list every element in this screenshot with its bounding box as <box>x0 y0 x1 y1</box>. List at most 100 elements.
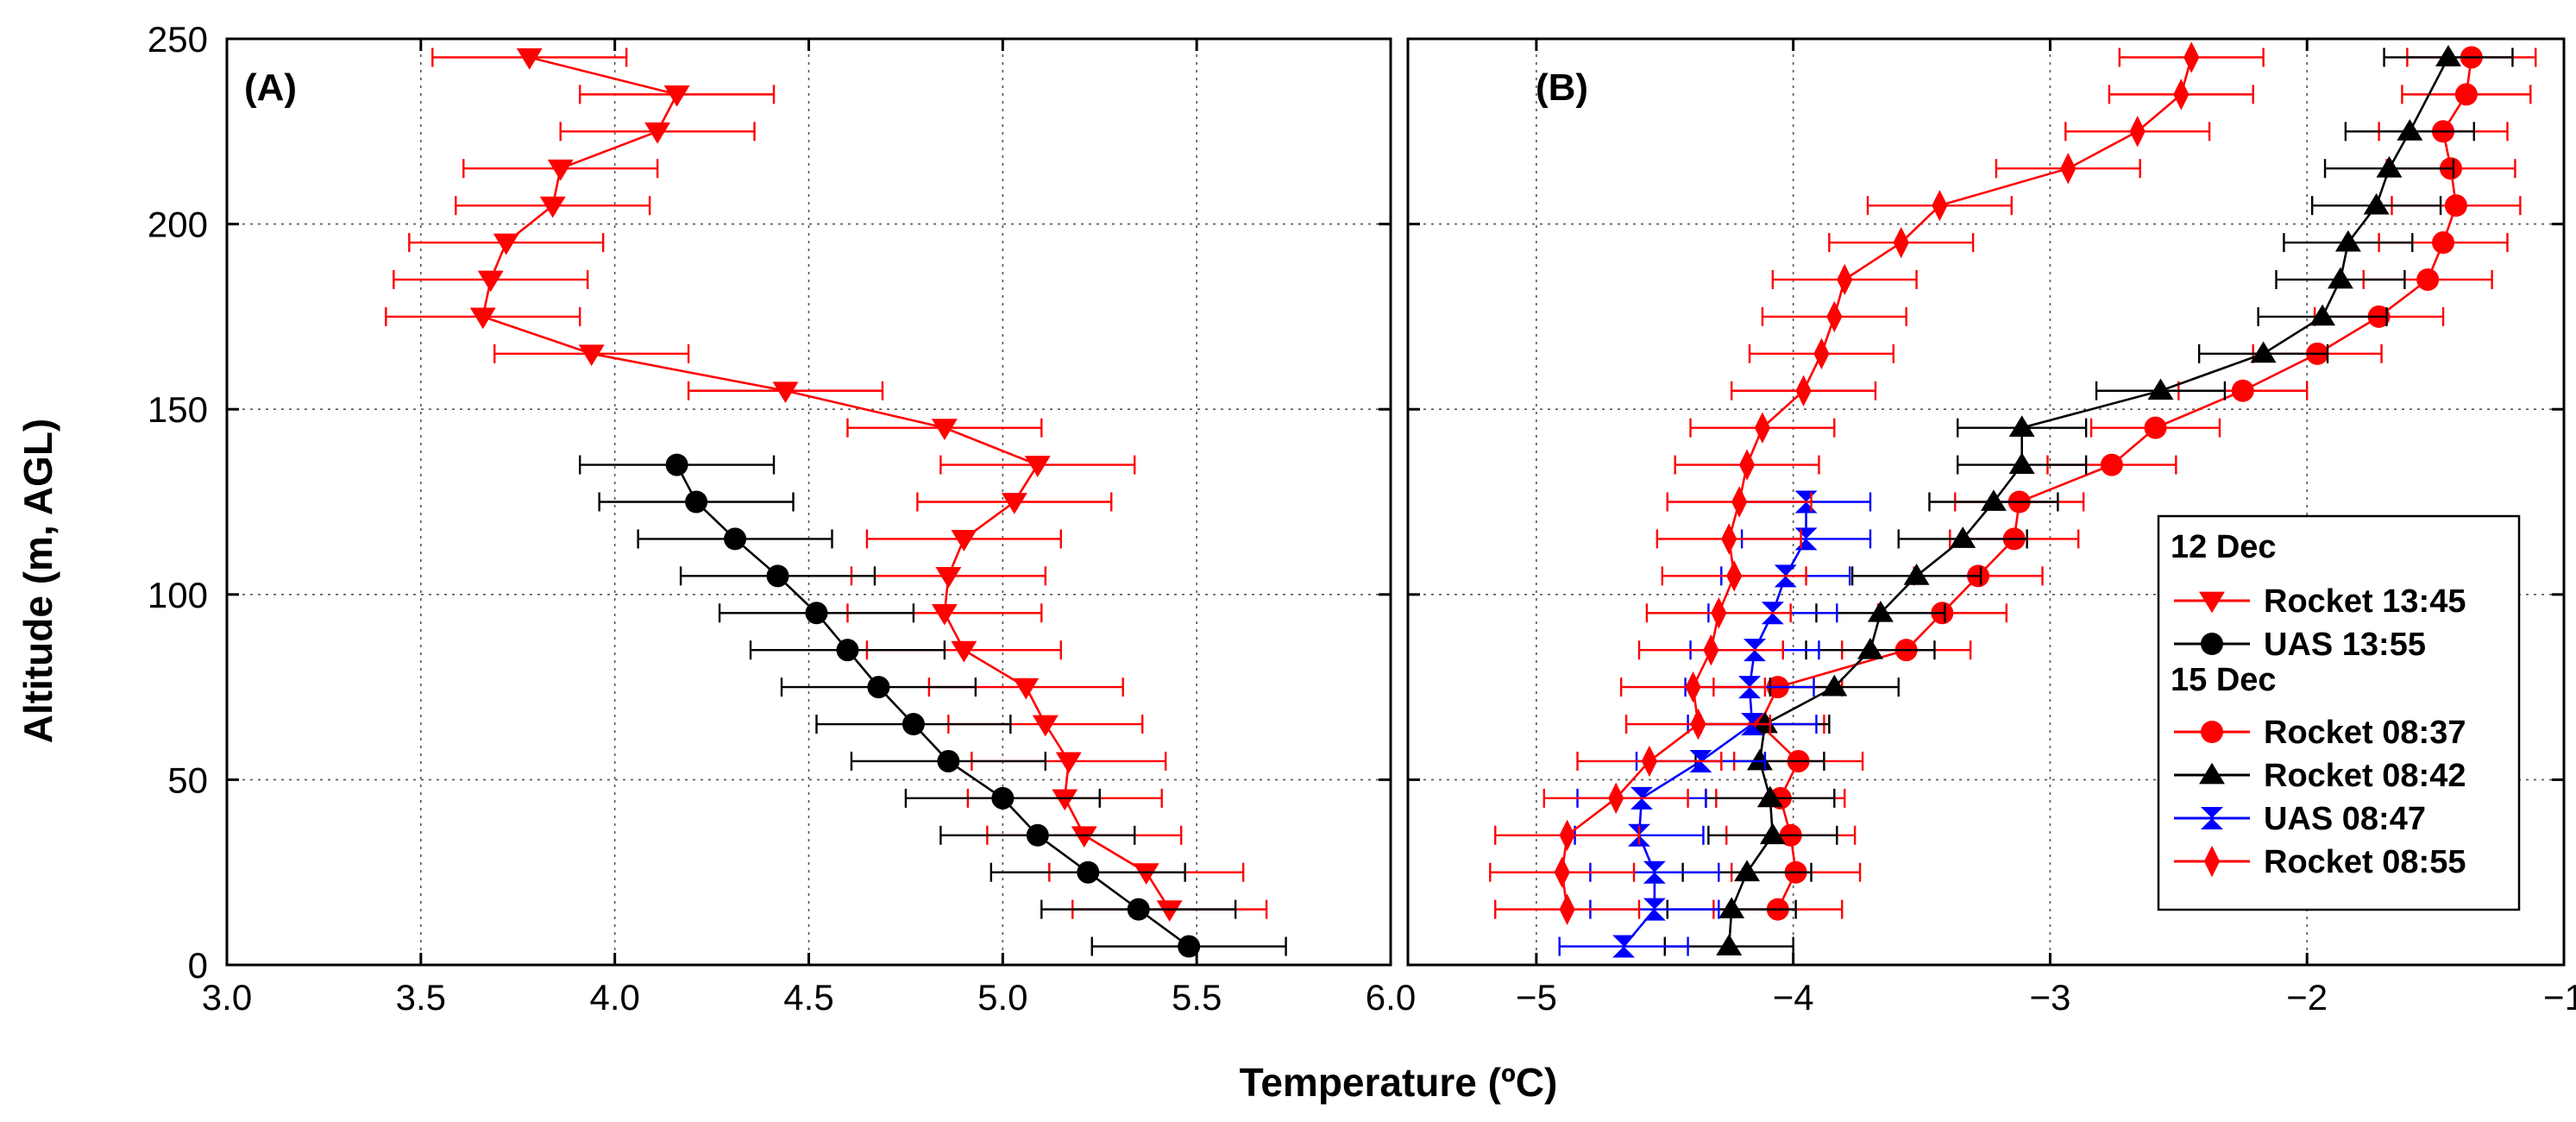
x-axis-ticks: 3.0 3.5 4.0 4.5 5.0 5.5 6.0 <box>202 39 1416 1018</box>
data-point <box>1903 564 1930 585</box>
data-point <box>935 566 962 589</box>
legend-group-title: 12 Dec <box>2171 529 2277 565</box>
data-point <box>685 490 708 514</box>
legend-marker <box>2201 721 2223 743</box>
data-point <box>477 270 504 293</box>
data-point <box>991 786 1015 810</box>
x-tick-label: −3 <box>2029 977 2070 1018</box>
x-tick-label: 3.0 <box>202 977 252 1018</box>
data-point <box>1127 898 1150 921</box>
data-point <box>2008 415 2035 438</box>
legend-entry-label: UAS 08:47 <box>2264 801 2426 837</box>
data-point <box>1751 711 1778 734</box>
legend-marker <box>2199 591 2225 614</box>
x-tick-label: −1 <box>2543 977 2576 1018</box>
data-point <box>493 233 519 255</box>
y-axis-ticks: 0 50 100 150 200 250 <box>148 19 1391 986</box>
data-point <box>1756 785 1783 808</box>
data-point <box>1643 860 1666 884</box>
data-point <box>1731 486 1748 518</box>
data-point <box>1867 600 1894 622</box>
data-point <box>1026 823 1049 847</box>
data-point <box>937 749 960 772</box>
data-point <box>1821 674 1848 697</box>
data-point <box>2334 230 2361 252</box>
legend-entry-label: Rocket 08:42 <box>2264 758 2466 794</box>
x-axis-title: Temperature (ºC) <box>1240 1060 1558 1105</box>
data-point <box>1813 337 1830 370</box>
data-point <box>1741 713 1764 736</box>
data-point <box>1826 300 1843 333</box>
data-point <box>1032 715 1059 737</box>
data-point <box>1721 523 1737 555</box>
data-point <box>1980 489 2007 511</box>
data-point <box>1734 860 1761 882</box>
data-point <box>2060 153 2077 185</box>
data-point <box>1950 526 1976 548</box>
legend-entry-rocket-0842: Rocket 08:42 <box>2174 758 2466 794</box>
legend-entry-label: Rocket 13:45 <box>2264 583 2466 620</box>
data-point <box>2250 341 2277 363</box>
data-point <box>931 603 958 626</box>
data-point <box>1795 375 1812 407</box>
data-point <box>1747 748 1773 771</box>
data-point <box>1726 560 1743 592</box>
series-rocket-08-55 <box>1489 41 2265 925</box>
y-tick-label: 100 <box>148 575 208 615</box>
y-tick-label: 50 <box>167 760 208 800</box>
legend-box <box>2157 514 2521 911</box>
data-point <box>2327 267 2353 289</box>
legend-marker <box>2201 633 2223 655</box>
data-point <box>766 564 789 588</box>
legend-group-title: 15 Dec <box>2171 662 2277 698</box>
legend-entry-rocket-1345: Rocket 13:45 <box>2174 583 2466 620</box>
data-point <box>836 639 859 662</box>
data-point <box>1744 639 1766 662</box>
data-point <box>1178 935 1201 958</box>
data-point <box>1761 602 1784 625</box>
error-bar <box>1558 936 1689 956</box>
data-point <box>867 676 890 699</box>
data-point <box>663 85 690 107</box>
x-tick-label: −4 <box>1773 977 1814 1018</box>
data-point <box>1932 189 1948 222</box>
data-point <box>1738 449 1756 481</box>
data-point <box>1689 749 1712 772</box>
legend: 12 Dec Rocket 13:45 UAS 13:55 15 Dec Roc… <box>2157 514 2521 911</box>
x-tick-label: 5.5 <box>1172 977 1222 1018</box>
series-line <box>1561 57 2193 910</box>
data-point <box>516 48 543 70</box>
data-point <box>1052 789 1078 811</box>
panel-b: −5 −4 −3 −2 −1 <box>1406 37 2576 1018</box>
legend-entry-rocket-0837: Rocket 08:37 <box>2174 715 2466 751</box>
data-point <box>1024 456 1051 477</box>
data-point <box>1857 637 1883 659</box>
data-point <box>644 122 671 144</box>
legend-marker <box>2203 845 2221 878</box>
x-tick-label: 5.0 <box>977 977 1027 1018</box>
data-point <box>2144 416 2167 439</box>
data-point <box>1690 708 1706 741</box>
y-axis-title: Altitude (m, AGL) <box>16 419 60 743</box>
x-tick-label: −2 <box>2286 977 2328 1018</box>
data-point <box>2432 231 2455 255</box>
data-point <box>1013 678 1040 700</box>
data-point <box>2444 194 2467 217</box>
data-point <box>1738 676 1762 699</box>
y-tick-label: 150 <box>148 389 208 430</box>
data-point <box>1774 564 1797 588</box>
data-point <box>1685 671 1701 703</box>
y-tick-label: 0 <box>188 945 208 986</box>
data-point <box>1077 860 1100 884</box>
data-point <box>1754 412 1771 444</box>
x-tick-label: 6.0 <box>1366 977 1416 1018</box>
data-point <box>578 344 605 367</box>
data-point <box>902 713 925 736</box>
x-tick-label: −5 <box>1516 977 1557 1018</box>
data-point <box>1716 934 1743 955</box>
data-point <box>1703 633 1719 666</box>
legend-entry-label: UAS 13:55 <box>2264 627 2426 663</box>
legend-entry-rocket-0855: Rocket 08:55 <box>2174 844 2466 880</box>
data-point <box>539 196 566 218</box>
legend-entry-uas-1355: UAS 13:55 <box>2174 627 2426 663</box>
